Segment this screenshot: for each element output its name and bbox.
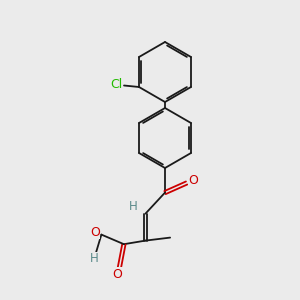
Text: O: O: [112, 268, 122, 281]
Text: H: H: [90, 252, 99, 265]
Text: Cl: Cl: [110, 78, 123, 92]
Text: O: O: [188, 174, 198, 187]
Text: H: H: [128, 200, 137, 214]
Text: O: O: [90, 226, 100, 239]
